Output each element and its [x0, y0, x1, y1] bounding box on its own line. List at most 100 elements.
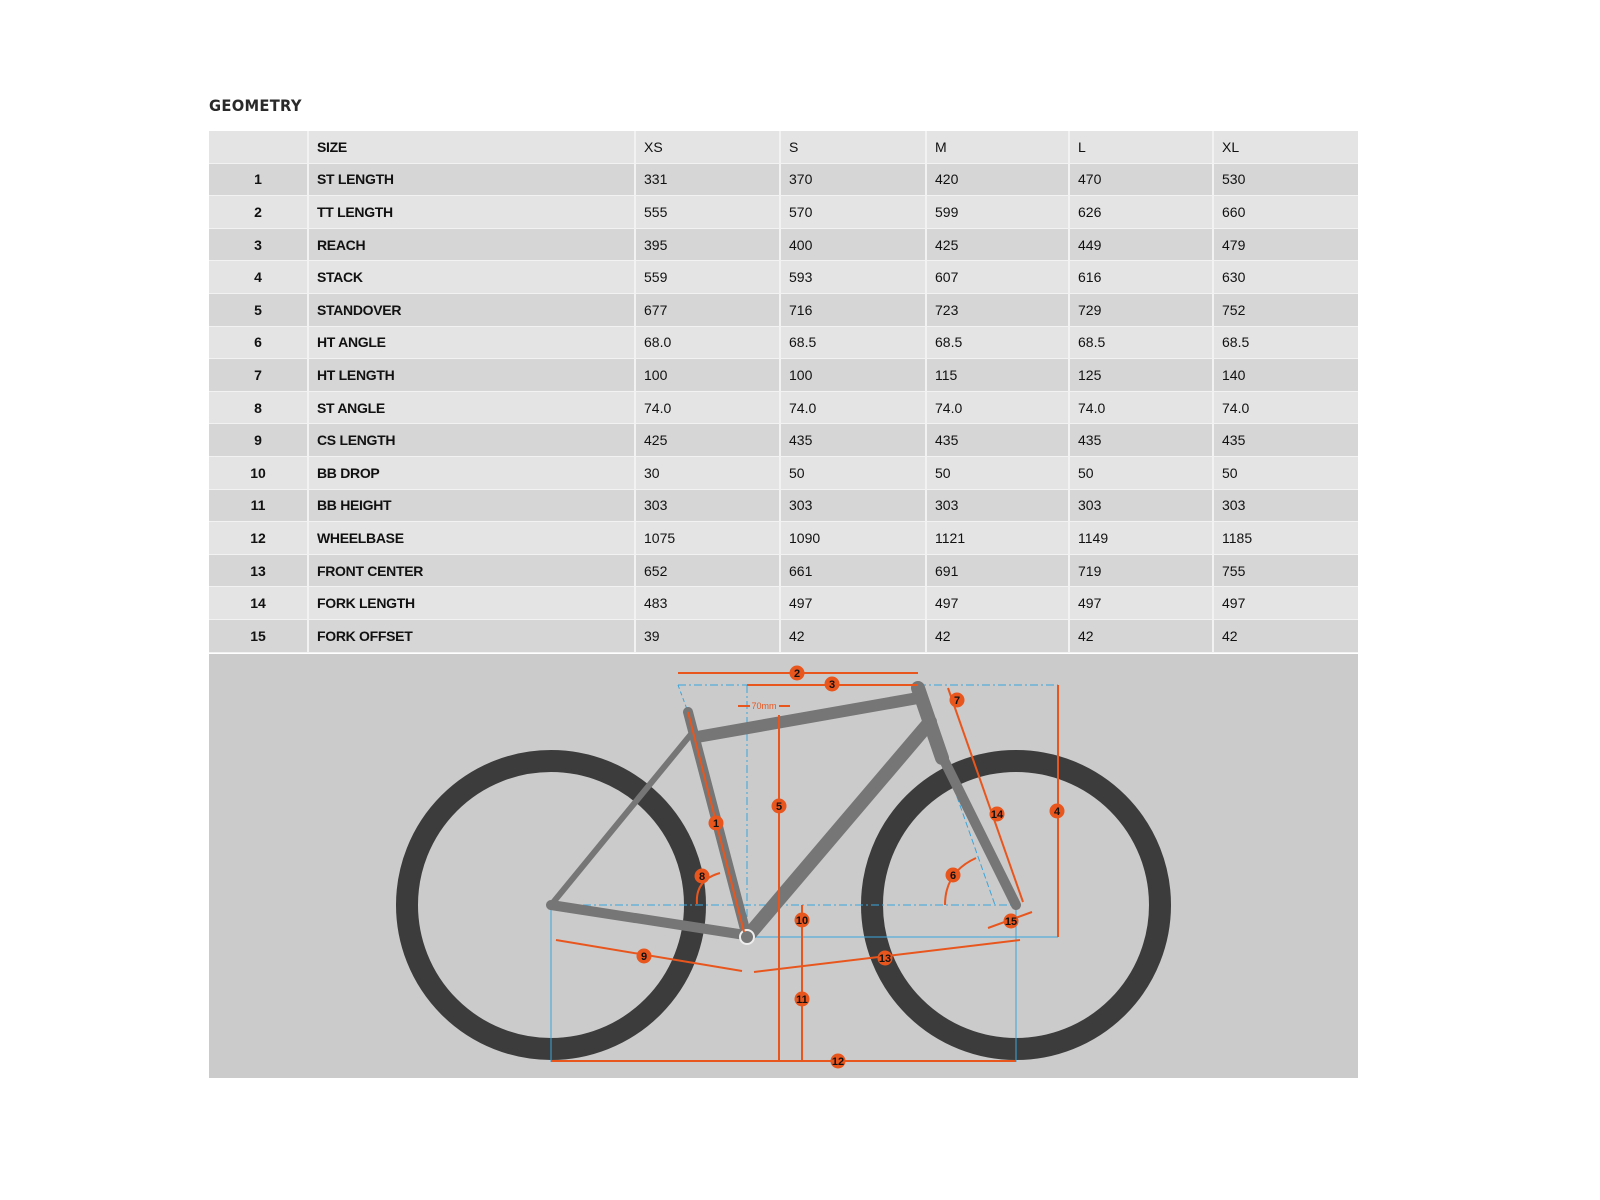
size-value: 425 [635, 423, 781, 457]
measurement-marker: 3 [824, 676, 840, 692]
size-value: 435 [1213, 423, 1358, 457]
size-value: 370 [780, 163, 927, 197]
marker-label: 1 [713, 818, 719, 830]
row-number: 5 [209, 293, 309, 327]
marker-label: 7 [954, 695, 960, 707]
table-row: 1 ST LENGTH 331 370 420 470 530 [209, 163, 1358, 197]
size-value: 68.5 [1213, 326, 1358, 360]
size-value: 729 [1069, 293, 1214, 327]
size-value: 497 [1069, 586, 1214, 620]
size-value: 74.0 [1213, 391, 1358, 425]
size-value: 420 [926, 163, 1070, 197]
size-value: 719 [1069, 554, 1214, 588]
page-title: GEOMETRY [209, 96, 302, 115]
bike-geometry-diagram: 70mm 1 2 3 4 5 6 7 8 9 10 11 12 13 14 15 [209, 654, 1358, 1078]
row-label: ST ANGLE [308, 391, 636, 425]
measurement-marker: 11 [794, 991, 810, 1007]
size-value: 1090 [780, 521, 927, 555]
marker-label: 6 [950, 870, 956, 882]
bike-frame [546, 681, 1021, 945]
table-row: 11 BB HEIGHT 303 303 303 303 303 [209, 489, 1358, 523]
size-value: 593 [780, 260, 927, 294]
row-label: BB HEIGHT [308, 489, 636, 523]
size-value: 677 [635, 293, 781, 327]
column-header: S [780, 131, 927, 164]
table-row: 5 STANDOVER 677 716 723 729 752 [209, 293, 1358, 327]
column-header: SIZE [308, 131, 636, 164]
column-header: L [1069, 131, 1214, 164]
size-value: 497 [926, 586, 1070, 620]
row-label: CS LENGTH [308, 423, 636, 457]
table-row: 3 REACH 395 400 425 449 479 [209, 228, 1358, 262]
measurement-marker: 12 [830, 1053, 846, 1069]
size-value: 660 [1213, 195, 1358, 229]
size-value: 470 [1069, 163, 1214, 197]
row-number: 12 [209, 521, 309, 555]
offset-label: 70mm [751, 701, 776, 711]
table-row: 7 HT LENGTH 100 100 115 125 140 [209, 358, 1358, 392]
row-number: 9 [209, 423, 309, 457]
size-value: 74.0 [780, 391, 927, 425]
marker-label: 11 [796, 994, 808, 1006]
size-value: 303 [1213, 489, 1358, 523]
size-value: 50 [926, 456, 1070, 490]
measurement-marker: 2 [789, 665, 805, 681]
size-value: 303 [1069, 489, 1214, 523]
measurement-marker: 4 [1049, 803, 1065, 819]
measurement-marker: 10 [794, 912, 810, 928]
measurement-marker: 14 [989, 806, 1005, 822]
size-value: 303 [635, 489, 781, 523]
size-value: 400 [780, 228, 927, 262]
column-header: XL [1213, 131, 1358, 164]
size-value: 616 [1069, 260, 1214, 294]
size-value: 50 [1213, 456, 1358, 490]
size-value: 115 [926, 358, 1070, 392]
row-label: STANDOVER [308, 293, 636, 327]
size-value: 42 [926, 619, 1070, 653]
size-value: 68.5 [1069, 326, 1214, 360]
marker-label: 13 [879, 953, 891, 965]
measurement-marker: 15 [1003, 913, 1019, 929]
size-value: 555 [635, 195, 781, 229]
size-value: 497 [780, 586, 927, 620]
table-row: 4 STACK 559 593 607 616 630 [209, 260, 1358, 294]
row-label: BB DROP [308, 456, 636, 490]
size-value: 68.5 [780, 326, 927, 360]
column-header: M [926, 131, 1070, 164]
size-value: 42 [780, 619, 927, 653]
size-value: 74.0 [1069, 391, 1214, 425]
size-value: 303 [926, 489, 1070, 523]
size-value: 483 [635, 586, 781, 620]
size-value: 1121 [926, 521, 1070, 555]
size-value: 570 [780, 195, 927, 229]
size-value: 425 [926, 228, 1070, 262]
row-label: FRONT CENTER [308, 554, 636, 588]
measurement-marker: 1 [708, 815, 724, 831]
row-number: 13 [209, 554, 309, 588]
size-value: 395 [635, 228, 781, 262]
column-header: XS [635, 131, 781, 164]
row-number: 11 [209, 489, 309, 523]
row-label: TT LENGTH [308, 195, 636, 229]
marker-label: 15 [1005, 916, 1017, 928]
table-row: 10 BB DROP 30 50 50 50 50 [209, 456, 1358, 490]
row-label: HT LENGTH [308, 358, 636, 392]
size-value: 723 [926, 293, 1070, 327]
size-value: 435 [926, 423, 1070, 457]
marker-label: 2 [794, 668, 800, 680]
row-number: 14 [209, 586, 309, 620]
size-value: 68.0 [635, 326, 781, 360]
table-row: 15 FORK OFFSET 39 42 42 42 42 [209, 619, 1358, 653]
size-value: 42 [1213, 619, 1358, 653]
column-header [209, 131, 309, 164]
row-number: 10 [209, 456, 309, 490]
size-value: 530 [1213, 163, 1358, 197]
table-header-row: SIZE XS S M L XL [209, 131, 1358, 164]
table-row: 12 WHEELBASE 1075 1090 1121 1149 1185 [209, 521, 1358, 555]
size-value: 140 [1213, 358, 1358, 392]
size-value: 68.5 [926, 326, 1070, 360]
row-number: 4 [209, 260, 309, 294]
row-label: FORK OFFSET [308, 619, 636, 653]
geometry-table: SIZE XS S M L XL 1 ST LENGTH 331 370 420 470 530 2 TT … [209, 131, 1358, 653]
table-row: 8 ST ANGLE 74.0 74.0 74.0 74.0 74.0 [209, 391, 1358, 425]
